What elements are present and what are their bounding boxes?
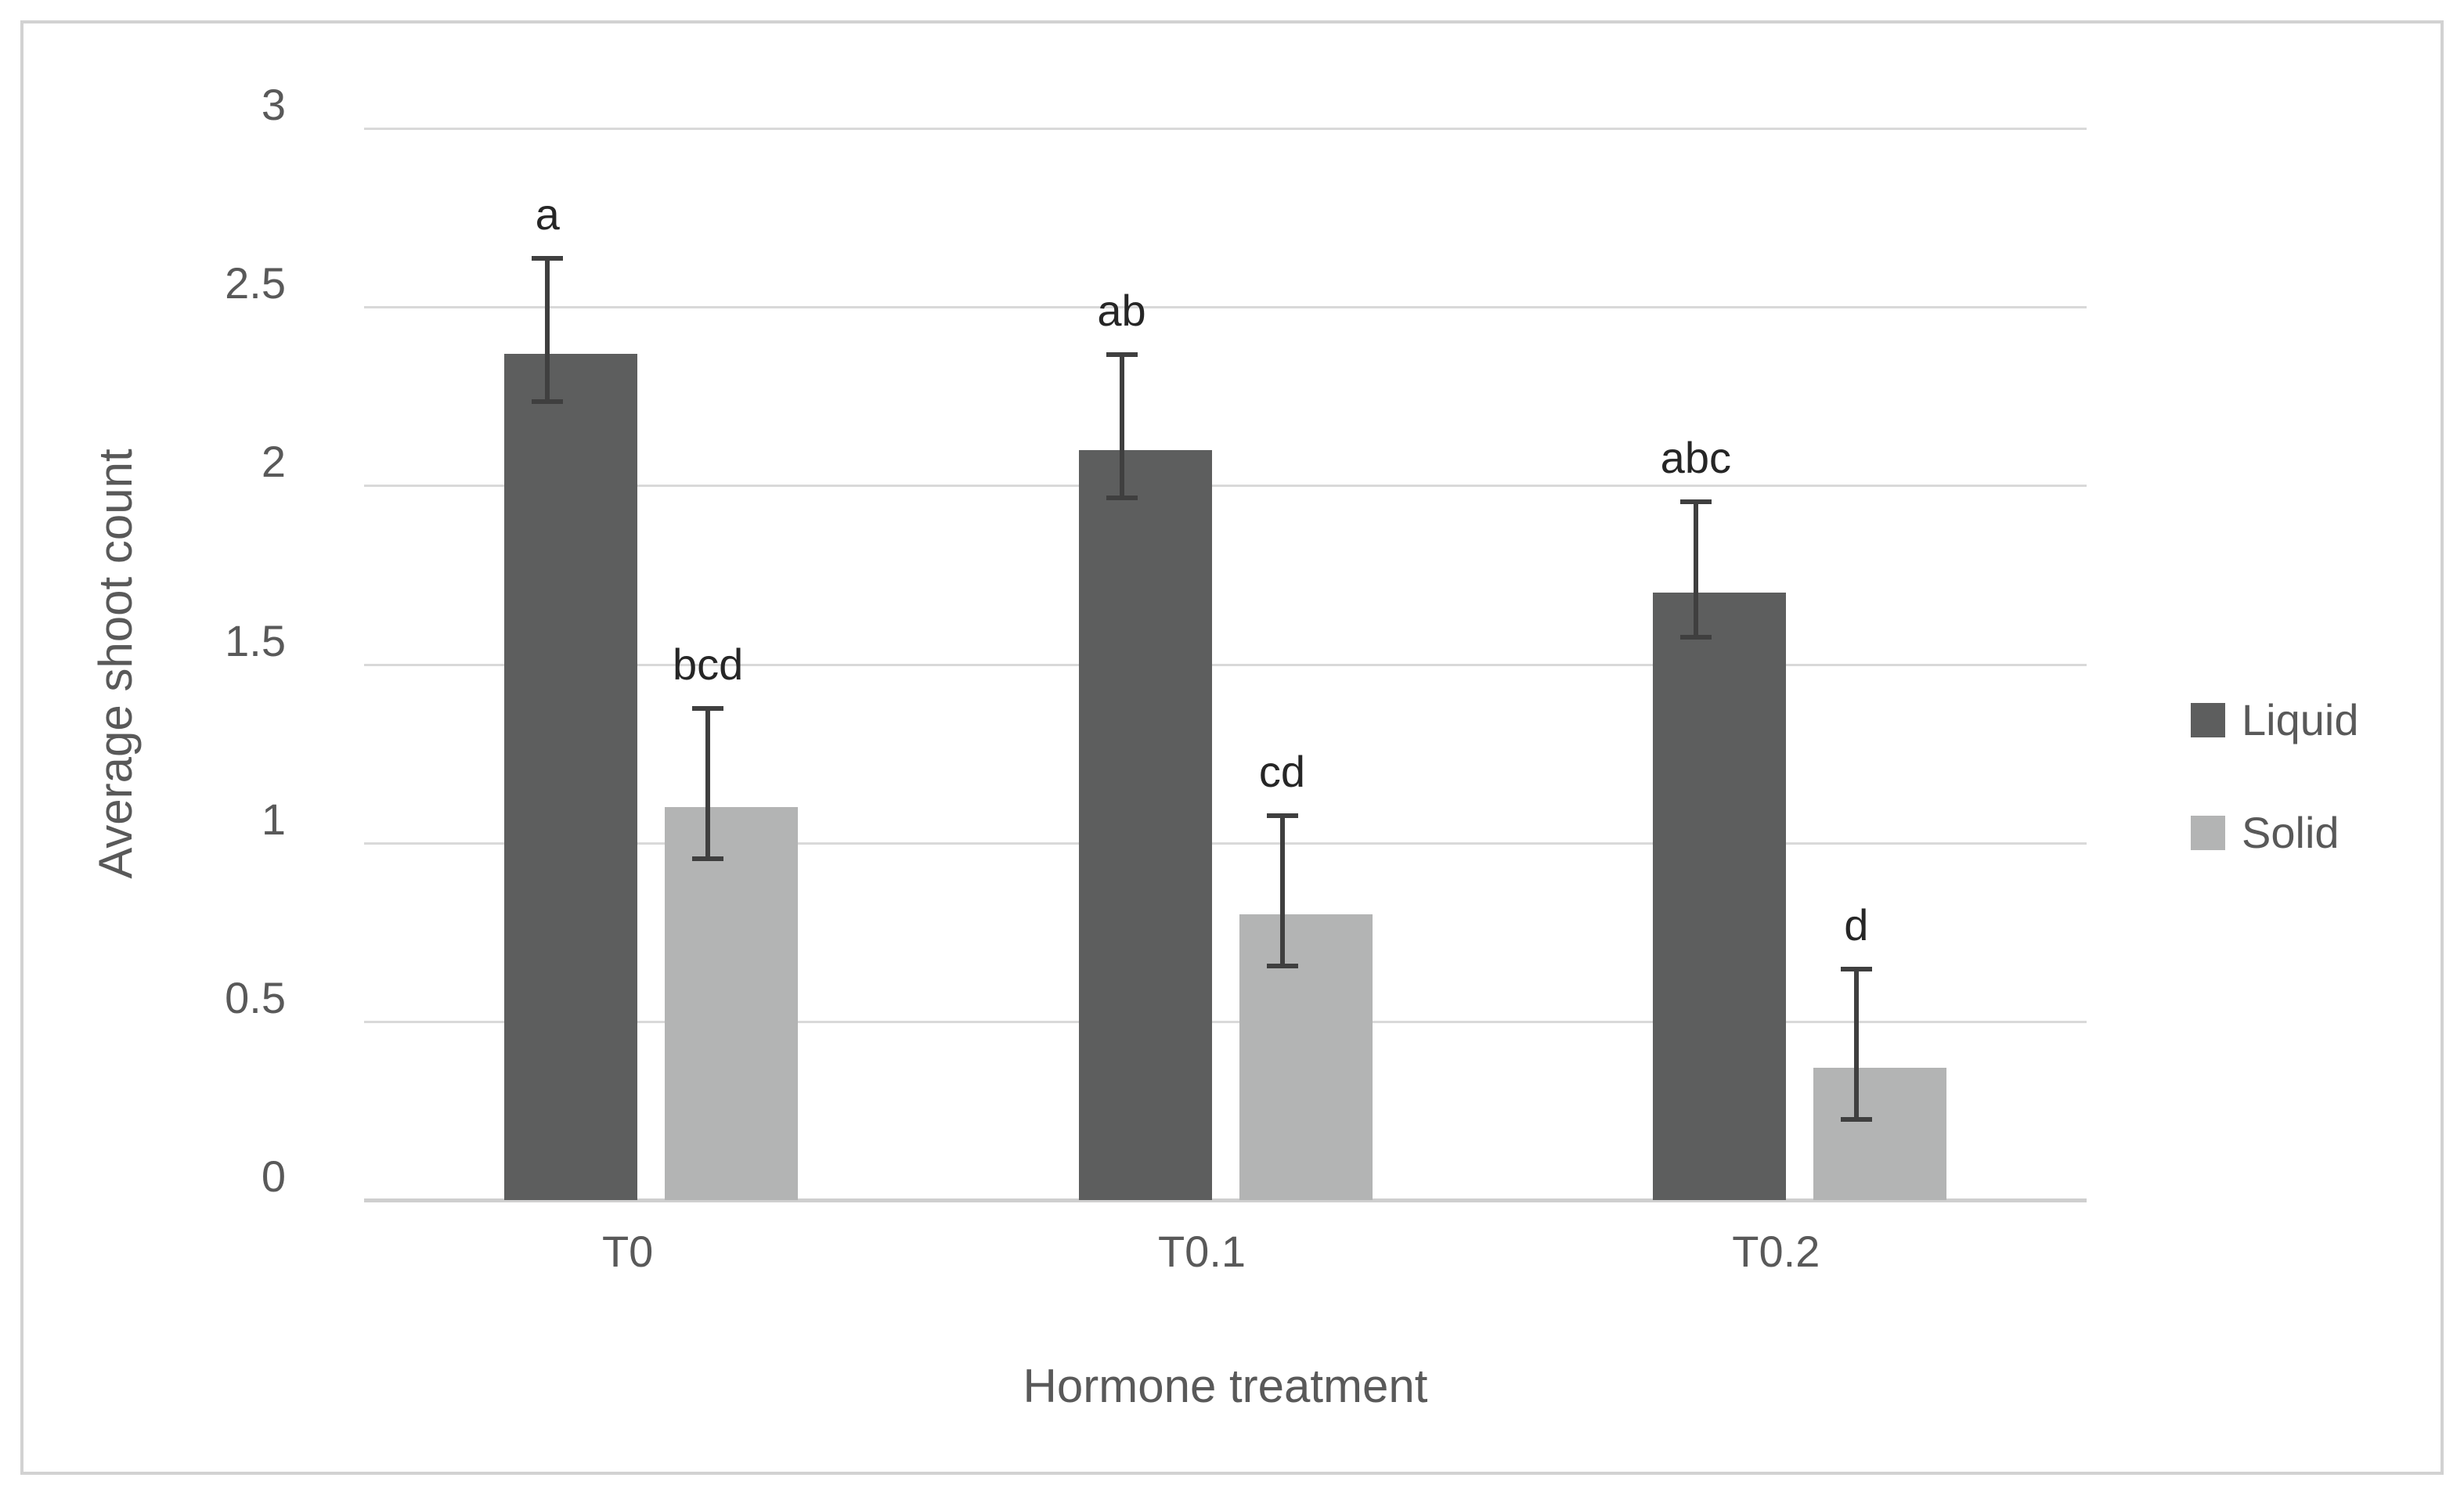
error-bar-cap [532,398,564,404]
significance-letter: abc [1660,432,1731,482]
gridline [364,485,2087,488]
chart-frame: Average shoot count Hormone treatment Li… [20,20,2444,1475]
x-tick-label: T0.2 [1732,1227,1820,1276]
error-bar-cap [532,256,564,261]
error-bar-cap [1840,1116,1872,1122]
significance-letter: cd [1258,747,1306,797]
error-bar-cap [1106,495,1138,500]
x-axis-line [364,1198,2087,1202]
plot-area [364,128,2087,1202]
legend-swatch-solid-icon [2191,816,2225,850]
significance-letter: a [535,189,560,240]
error-bar [1853,969,1859,1119]
gridline [364,663,2087,666]
y-tick-label: 3 [261,80,286,129]
bar-liquid-t0.1 [1078,449,1212,1200]
x-axis-title: Hormone treatment [1023,1360,1428,1412]
error-bar-cap [692,706,724,712]
legend-label: Solid [2242,808,2340,857]
legend-label: Liquid [2242,695,2359,744]
bar-liquid-t0.2 [1652,593,1786,1200]
error-bar-cap [1840,967,1872,972]
y-tick-label: 1 [261,794,286,844]
x-tick-label: T0 [601,1227,654,1276]
legend-item-solid: Solid [2191,811,2358,855]
bar-solid-t0 [665,807,799,1200]
error-bar [1119,355,1124,498]
gridline [364,306,2087,309]
error-bar-cap [1266,813,1298,819]
significance-letter: bcd [673,640,744,690]
error-bar [545,258,550,402]
x-tick-label: T0.1 [1157,1227,1246,1276]
gridline [364,1020,2087,1023]
gridline [364,842,2087,845]
legend: Liquid Solid [2191,698,2358,924]
significance-letter: d [1844,900,1869,950]
gridline [364,128,2087,130]
significance-letter: ab [1097,286,1146,336]
legend-swatch-liquid-icon [2191,703,2225,737]
bar-solid-t0.2 [1813,1068,1946,1200]
error-bar-cap [1106,352,1138,358]
error-bar-cap [692,856,724,861]
error-bar-cap [1679,499,1712,504]
bar-solid-t0.1 [1239,914,1373,1200]
y-tick-label: 2 [261,437,286,487]
bar-liquid-t0 [504,353,638,1200]
error-bar [705,708,711,859]
error-bar-cap [1679,634,1712,640]
error-bar [1693,501,1698,637]
error-bar [1279,816,1285,966]
y-tick-label: 0.5 [225,972,286,1022]
y-tick-label: 0 [261,1152,286,1201]
error-bar-cap [1266,963,1298,968]
legend-item-liquid: Liquid [2191,698,2358,742]
y-tick-label: 2.5 [225,258,286,308]
y-tick-label: 1.5 [225,615,286,665]
